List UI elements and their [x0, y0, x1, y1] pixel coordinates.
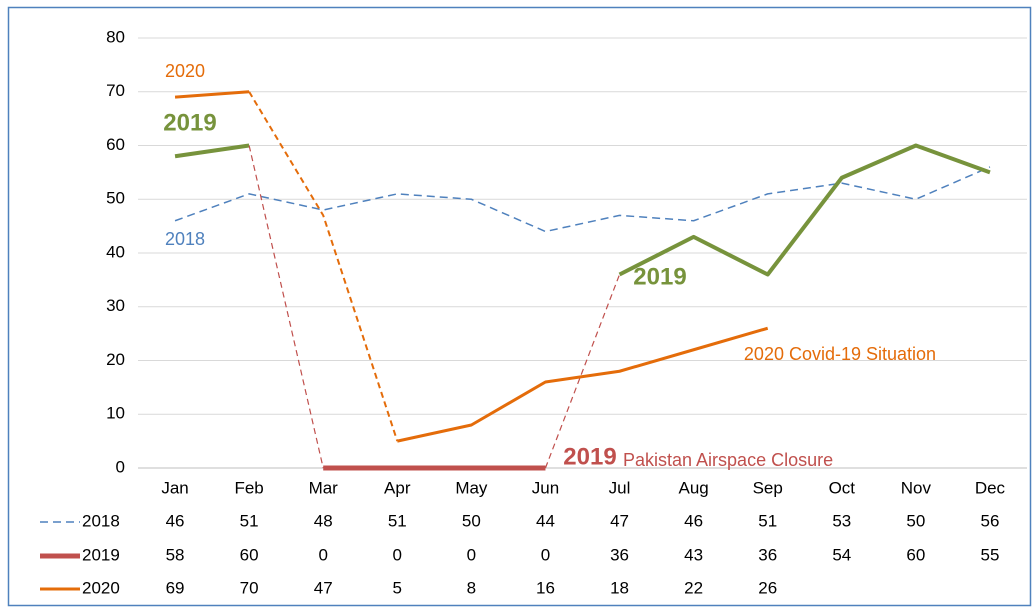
annotation: 2019 — [563, 443, 616, 470]
annotation: 2020 Covid-19 Situation — [744, 344, 936, 364]
table-cell: 8 — [467, 578, 476, 597]
line-2019 — [618, 143, 991, 277]
y-tick-label: 80 — [106, 27, 125, 46]
table-cell: 0 — [318, 545, 327, 564]
x-tick-label: Jan — [161, 478, 188, 497]
table-cell: 50 — [462, 511, 481, 530]
line-2019 — [174, 143, 250, 159]
annotation: 2020 — [165, 61, 205, 81]
line-2020-drop — [248, 91, 399, 442]
table-cell: 44 — [536, 511, 555, 530]
x-tick-label: Feb — [234, 478, 263, 497]
table-cell: 53 — [832, 511, 851, 530]
x-tick-label: Mar — [309, 478, 339, 497]
table-cell: 36 — [610, 545, 629, 564]
table-cell: 47 — [610, 511, 629, 530]
y-tick-label: 50 — [106, 189, 125, 208]
table-cell: 56 — [980, 511, 999, 530]
x-tick-label: Jul — [609, 478, 631, 497]
y-tick-label: 60 — [106, 135, 125, 154]
x-tick-label: Aug — [679, 478, 709, 497]
annotation: 2019 — [633, 263, 686, 290]
x-tick-label: Oct — [829, 478, 856, 497]
table-cell: 47 — [314, 578, 333, 597]
line-2018 — [174, 166, 991, 233]
line-2020 — [174, 90, 250, 99]
y-tick-label: 30 — [106, 296, 125, 315]
legend-label: 2018 — [82, 511, 120, 530]
table-cell: 58 — [166, 545, 185, 564]
table-cell: 36 — [758, 545, 777, 564]
table-cell: 69 — [166, 578, 185, 597]
table-cell: 55 — [980, 545, 999, 564]
annotation: 2019 — [163, 109, 216, 136]
line-2019-drop — [248, 145, 324, 469]
table-cell: 60 — [240, 545, 259, 564]
chart-frame — [7, 6, 1032, 607]
table-cell: 0 — [393, 545, 402, 564]
table-cell: 26 — [758, 578, 777, 597]
table-cell: 51 — [240, 511, 259, 530]
y-tick-label: 20 — [106, 350, 125, 369]
x-tick-label: May — [455, 478, 488, 497]
y-tick-label: 10 — [106, 404, 125, 423]
table-cell: 46 — [166, 511, 185, 530]
x-tick-label: Jun — [532, 478, 559, 497]
line-2019-recovery — [544, 274, 621, 469]
table-cell: 46 — [684, 511, 703, 530]
x-tick-label: Nov — [901, 478, 932, 497]
table-cell: 70 — [240, 578, 259, 597]
x-tick-label: Dec — [975, 478, 1006, 497]
x-tick-label: Sep — [753, 478, 783, 497]
table-cell: 54 — [832, 545, 851, 564]
y-tick-label: 70 — [106, 81, 125, 100]
legend-label: 2020 — [82, 578, 120, 597]
table-cell: 51 — [758, 511, 777, 530]
table-cell: 60 — [906, 545, 925, 564]
table-cell: 16 — [536, 578, 555, 597]
table-cell: 48 — [314, 511, 333, 530]
table-cell: 0 — [541, 545, 550, 564]
x-tick-label: Apr — [384, 478, 411, 497]
table-cell: 22 — [684, 578, 703, 597]
legend-label: 2019 — [82, 545, 120, 564]
annotation: Pakistan Airspace Closure — [623, 450, 833, 470]
table-cell: 18 — [610, 578, 629, 597]
table-cell: 51 — [388, 511, 407, 530]
table-cell: 43 — [684, 545, 703, 564]
table-cell: 0 — [467, 545, 476, 564]
y-tick-label: 40 — [106, 242, 125, 261]
line-2020 — [396, 326, 769, 443]
table-cell: 5 — [393, 578, 402, 597]
y-tick-label: 0 — [116, 457, 125, 476]
table-cell: 50 — [906, 511, 925, 530]
annotation: 2018 — [165, 229, 205, 249]
